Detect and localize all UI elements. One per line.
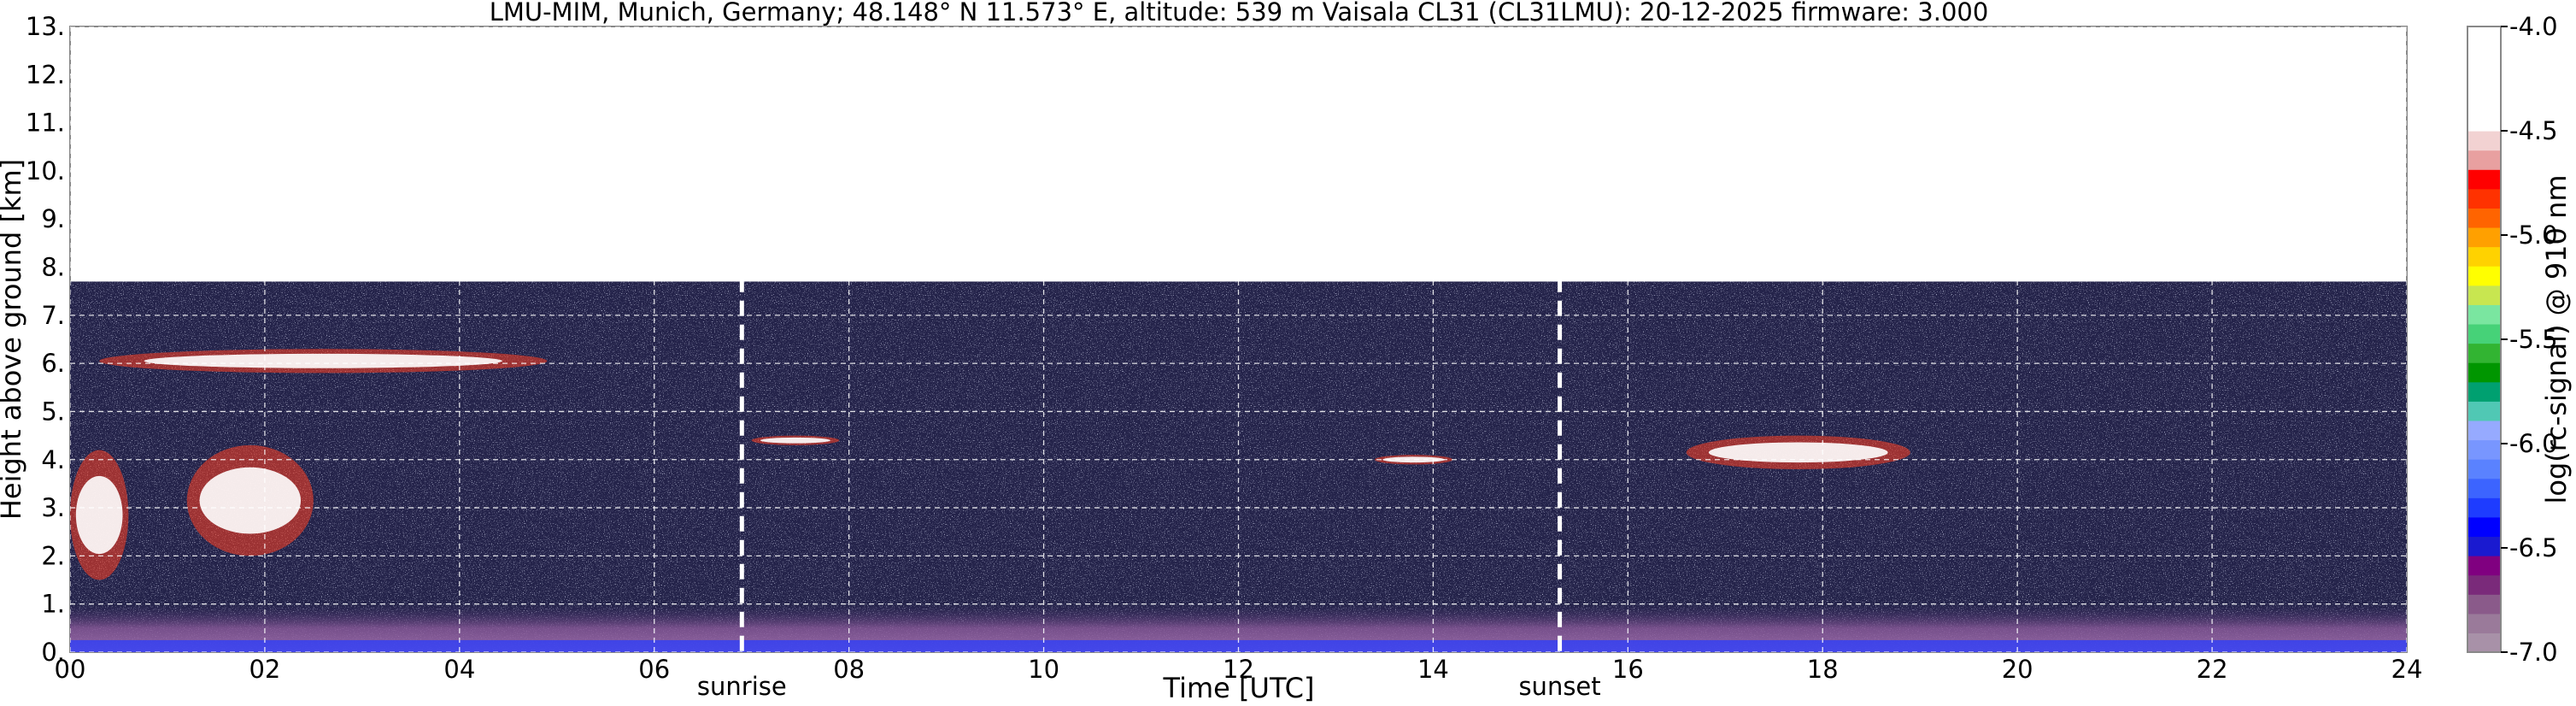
colorbar-swatch xyxy=(2467,381,2501,402)
x-tick-labels: 00 02 04 06 08 10 12 14 16 18 20 22 24 xyxy=(55,655,2423,684)
x-tick-label: 20 xyxy=(2002,655,2033,684)
colorbar-swatch xyxy=(2467,536,2501,556)
y-tick-label: 10. xyxy=(26,156,65,185)
y-tick-label: 0. xyxy=(41,638,65,667)
chart-title: LMU-MIM, Munich, Germany; 48.148° N 11.5… xyxy=(490,0,1989,26)
colorbar-swatch xyxy=(2467,459,2501,479)
colorbar-swatch xyxy=(2467,285,2501,305)
x-axis-label: Time [UTC] xyxy=(1163,672,1315,704)
colorbar-swatch xyxy=(2467,594,2501,615)
x-tick-label: 24 xyxy=(2391,655,2423,684)
x-tick-label: 22 xyxy=(2197,655,2228,684)
colorbar: -4.0 -4.5 -5.0 -5.5 -6.0 -6.5 -7.0 log(rc-sign… xyxy=(2467,12,2573,667)
x-tick-label: 12 xyxy=(1223,655,1254,684)
colorbar-tick-label: -5.0 xyxy=(2509,221,2558,250)
colorbar-swatches xyxy=(2467,26,2501,653)
cloud-feature-1 xyxy=(75,475,123,555)
colorbar-swatch xyxy=(2467,266,2501,286)
y-tick-label: 1. xyxy=(41,590,65,619)
colorbar-swatch xyxy=(2467,150,2501,170)
x-tick-label: 02 xyxy=(249,655,280,684)
colorbar-swatch xyxy=(2467,478,2501,498)
y-tick-label: 9. xyxy=(41,204,65,233)
y-tick-label: 12. xyxy=(26,60,65,89)
y-tick-label: 2. xyxy=(41,541,65,570)
sun-markers xyxy=(739,276,1563,652)
y-axis-label: Height above ground [km] xyxy=(0,159,27,520)
y-tick-label: 5. xyxy=(41,397,65,426)
colorbar-swatch xyxy=(2467,131,2501,151)
y-tick-label: 11. xyxy=(26,109,65,138)
colorbar-tick-label: -4.5 xyxy=(2509,116,2558,145)
cloud-feature-2 xyxy=(199,467,302,534)
colorbar-swatch xyxy=(2467,188,2501,209)
colorbar-tick-label: -6.5 xyxy=(2509,533,2558,562)
colorbar-swatch xyxy=(2467,343,2501,363)
colorbar-label: log(rc-signal) @ 910 nm xyxy=(2540,174,2573,503)
colorbar-swatch xyxy=(2467,26,2501,132)
x-tick-label: 18 xyxy=(1807,655,1839,684)
colorbar-swatch xyxy=(2467,497,2501,518)
sunrise-label: sunrise xyxy=(697,672,787,701)
colorbar-swatch xyxy=(2467,439,2501,460)
x-tick-label: 16 xyxy=(1612,655,1644,684)
cloud-feature-0 xyxy=(144,353,502,368)
cloud-feature-3 xyxy=(760,437,831,444)
colorbar-tick-label: -7.0 xyxy=(2509,638,2558,667)
y-tick-label: 3. xyxy=(41,493,65,522)
colorbar-swatch xyxy=(2467,516,2501,538)
colorbar-swatch xyxy=(2467,632,2501,653)
y-tick-label: 4. xyxy=(41,445,65,474)
cloud-feature-4 xyxy=(1382,456,1446,463)
y-tick-label: 8. xyxy=(41,253,65,282)
colorbar-ticks: -4.0 -4.5 -5.0 -5.5 -6.0 -6.5 -7.0 xyxy=(2501,12,2558,667)
colorbar-tick-label: -6.0 xyxy=(2509,429,2558,458)
colorbar-swatch xyxy=(2467,323,2501,344)
x-tick-label: 06 xyxy=(638,655,670,684)
x-tick-label: 04 xyxy=(443,655,475,684)
y-tick-labels: 0. 1. 2. 3. 4. 5. 6. 7. 8. 9. 10. 11. 12. 13. xyxy=(26,12,65,667)
y-tick-label: 6. xyxy=(41,349,65,378)
x-tick-label: 08 xyxy=(833,655,865,684)
grid-lines xyxy=(70,26,2407,652)
colorbar-swatch xyxy=(2467,227,2501,248)
colorbar-swatch xyxy=(2467,304,2501,325)
sunset-label: sunset xyxy=(1518,672,1600,701)
annotations: sunrise sunset xyxy=(697,672,1601,701)
colorbar-swatch xyxy=(2467,401,2501,421)
colorbar-swatch xyxy=(2467,420,2501,441)
y-tick-label: 7. xyxy=(41,301,65,330)
cloud-feature-5 xyxy=(1708,442,1888,463)
colorbar-swatch xyxy=(2467,208,2501,228)
x-tick-label: 14 xyxy=(1417,655,1449,684)
colorbar-swatch xyxy=(2467,556,2501,576)
colorbar-swatch xyxy=(2467,246,2501,267)
colorbar-tick-label: -5.5 xyxy=(2509,325,2558,354)
colorbar-swatch xyxy=(2467,574,2501,595)
x-tick-label: 00 xyxy=(55,655,86,684)
colorbar-swatch xyxy=(2467,362,2501,383)
x-tick-label: 10 xyxy=(1028,655,1059,684)
colorbar-swatch xyxy=(2467,169,2501,190)
y-tick-label: 13. xyxy=(26,12,65,41)
signal-noise xyxy=(70,281,2407,652)
colorbar-tick-label: -4.0 xyxy=(2509,12,2558,41)
colorbar-swatch xyxy=(2467,613,2501,634)
plot-area xyxy=(69,26,2408,653)
